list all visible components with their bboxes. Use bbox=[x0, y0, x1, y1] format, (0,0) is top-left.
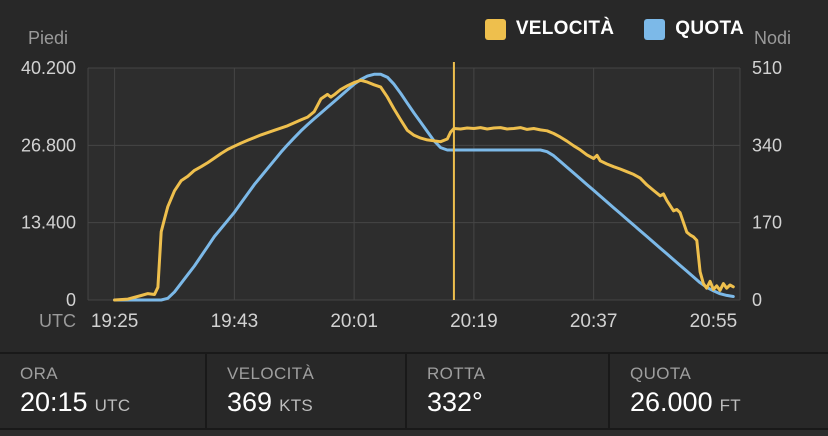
info-cell-altitude: QUOTA 26.000 FT bbox=[608, 354, 828, 428]
left-axis-tick: 13.400 bbox=[21, 213, 76, 233]
x-axis-tick: 20:37 bbox=[570, 311, 618, 332]
bottom-divider bbox=[0, 428, 828, 436]
left-axis-title: Piedi bbox=[28, 28, 68, 48]
right-axis-tick: 510 bbox=[752, 58, 782, 78]
info-label-time: ORA bbox=[20, 364, 59, 383]
info-cell-speed: VELOCITÀ 369 KTS bbox=[205, 354, 405, 428]
info-value-time: 20:15 bbox=[20, 387, 88, 417]
right-axis-tick: 170 bbox=[752, 213, 782, 233]
info-value-speed: 369 bbox=[227, 387, 273, 417]
info-value-track: 332° bbox=[427, 387, 483, 417]
series-line-speed bbox=[113, 78, 735, 302]
speed-swatch-icon bbox=[484, 18, 506, 40]
info-cell-track: ROTTA 332° bbox=[405, 354, 608, 428]
info-label-track: ROTTA bbox=[427, 364, 486, 383]
info-unit-speed: KTS bbox=[279, 396, 314, 415]
info-label-altitude: QUOTA bbox=[630, 364, 692, 383]
x-axis-tick: 20:19 bbox=[450, 311, 498, 332]
info-unit-altitude: FT bbox=[719, 396, 741, 415]
right-axis-title: Nodi bbox=[754, 28, 791, 48]
legend-item-speed[interactable]: VELOCITÀ bbox=[484, 18, 615, 40]
x-axis-tick: 20:55 bbox=[690, 311, 738, 332]
chart-legend: VELOCITÀ QUOTA bbox=[484, 18, 744, 40]
legend-label-speed: VELOCITÀ bbox=[515, 18, 615, 39]
x-axis-tick: 20:01 bbox=[330, 311, 378, 332]
plot-background bbox=[88, 68, 740, 300]
x-axis-unit-label: UTC bbox=[39, 311, 76, 331]
x-axis-tick: 19:43 bbox=[211, 311, 259, 332]
left-axis-tick: 26.800 bbox=[21, 135, 76, 155]
x-axis-tick: 19:25 bbox=[91, 311, 139, 332]
chart-area: Piedi Nodi UTC 40.200 510 26.800 340 13.400 1… bbox=[0, 0, 828, 344]
left-axis-tick: 0 bbox=[66, 290, 76, 310]
info-unit-time: UTC bbox=[94, 396, 131, 415]
left-axis-tick: 40.200 bbox=[21, 58, 76, 78]
legend-label-altitude: QUOTA bbox=[675, 18, 744, 39]
right-axis-tick: 0 bbox=[752, 290, 762, 310]
info-bar: ORA 20:15 UTC VELOCITÀ 369 KTS ROTTA 332… bbox=[0, 352, 828, 428]
right-axis-tick: 340 bbox=[752, 135, 782, 155]
series-line-altitude bbox=[113, 72, 735, 302]
legend-item-altitude[interactable]: QUOTA bbox=[644, 18, 744, 40]
info-cell-time: ORA 20:15 UTC bbox=[0, 354, 205, 428]
info-value-altitude: 26.000 bbox=[630, 387, 713, 417]
altitude-swatch-icon bbox=[644, 18, 666, 40]
info-label-speed: VELOCITÀ bbox=[227, 364, 315, 383]
altitude-speed-chart[interactable]: Piedi Nodi UTC 40.200 510 26.800 340 13.400 1… bbox=[0, 0, 828, 344]
